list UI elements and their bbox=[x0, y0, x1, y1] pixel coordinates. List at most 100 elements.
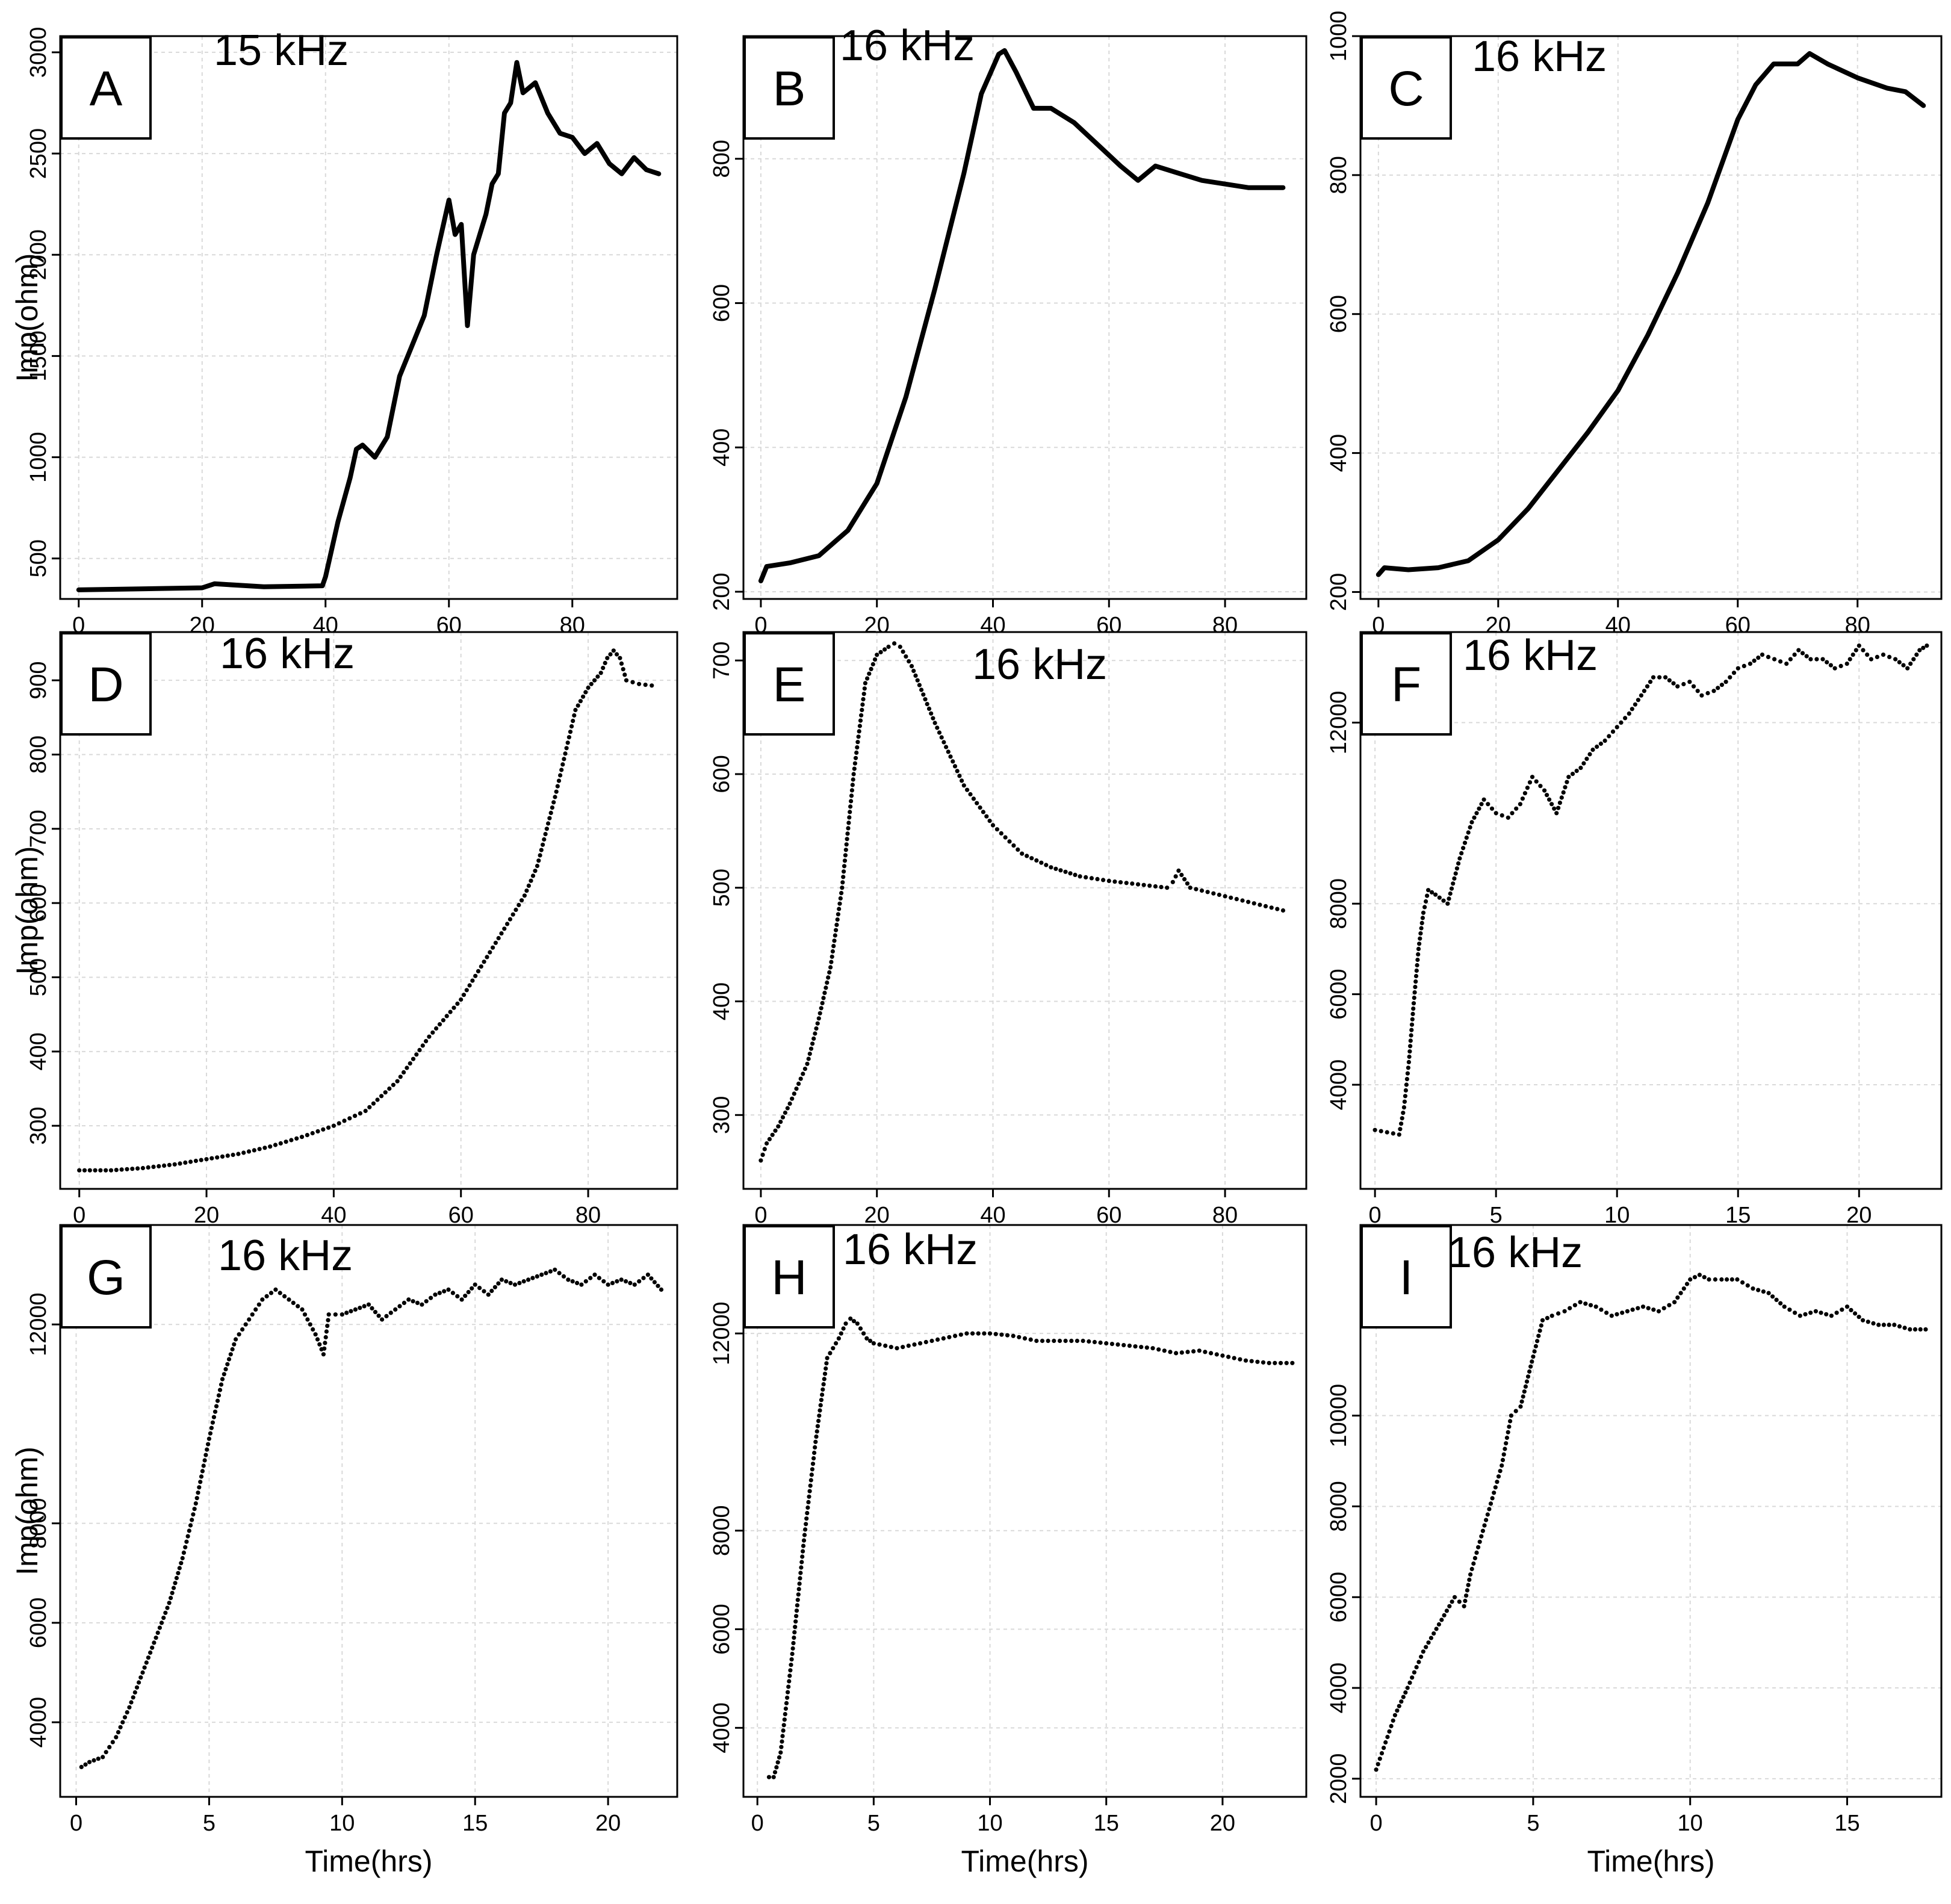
data-point bbox=[363, 1108, 368, 1114]
data-point bbox=[1711, 689, 1716, 693]
data-point bbox=[1793, 1310, 1797, 1315]
y-tick-label: 4000 bbox=[1326, 1663, 1351, 1714]
data-point bbox=[1402, 1099, 1407, 1104]
data-point bbox=[324, 1329, 329, 1334]
data-point bbox=[310, 1130, 315, 1136]
data-point bbox=[1414, 968, 1419, 973]
data-point bbox=[872, 657, 878, 662]
data-point bbox=[1525, 786, 1530, 790]
data-point bbox=[1479, 802, 1484, 807]
data-point bbox=[788, 1668, 793, 1673]
data-point bbox=[1397, 1132, 1401, 1137]
data-point bbox=[236, 1152, 241, 1156]
data-point bbox=[1813, 1309, 1818, 1313]
data-point bbox=[1479, 1534, 1484, 1539]
data-point bbox=[1760, 653, 1765, 657]
data-point bbox=[783, 1706, 788, 1711]
data-point bbox=[840, 885, 845, 890]
data-point bbox=[470, 1286, 474, 1291]
data-point bbox=[781, 1728, 786, 1733]
y-tick-label: 400 bbox=[26, 1032, 51, 1070]
data-point bbox=[517, 1280, 522, 1285]
data-point bbox=[960, 778, 964, 783]
data-point bbox=[794, 1614, 799, 1619]
data-point bbox=[135, 1166, 140, 1171]
data-point bbox=[1420, 916, 1425, 920]
data-point bbox=[1672, 1300, 1677, 1304]
data-point bbox=[209, 1425, 214, 1430]
data-point bbox=[1881, 653, 1886, 657]
data-point bbox=[931, 716, 935, 721]
data-point bbox=[1614, 725, 1619, 730]
data-point bbox=[371, 1101, 376, 1106]
data-point bbox=[1814, 657, 1819, 662]
data-point bbox=[842, 858, 848, 863]
data-point bbox=[502, 926, 507, 931]
data-point bbox=[129, 1700, 134, 1705]
data-point bbox=[541, 842, 545, 847]
data-point bbox=[326, 1125, 331, 1130]
data-point bbox=[795, 1603, 799, 1608]
data-point bbox=[1834, 1310, 1839, 1315]
data-point bbox=[1229, 895, 1233, 900]
data-point bbox=[1493, 811, 1498, 816]
data-point bbox=[1406, 1065, 1410, 1070]
data-point bbox=[1442, 1613, 1447, 1617]
data-point bbox=[1770, 1294, 1775, 1299]
data-point bbox=[892, 641, 897, 646]
data-point bbox=[211, 1415, 216, 1419]
data-point bbox=[1039, 860, 1044, 865]
data-point bbox=[1871, 1321, 1876, 1326]
data-point bbox=[1905, 666, 1910, 671]
data-point bbox=[1109, 1342, 1114, 1347]
data-point bbox=[1284, 1360, 1289, 1365]
data-point bbox=[1751, 1286, 1755, 1291]
data-point bbox=[863, 681, 867, 686]
data-point bbox=[217, 1388, 223, 1392]
data-point bbox=[564, 746, 569, 751]
data-point bbox=[1089, 876, 1094, 881]
data-point bbox=[448, 1009, 453, 1014]
data-point bbox=[1457, 1599, 1462, 1604]
data-point bbox=[779, 1744, 784, 1749]
data-point bbox=[796, 1587, 801, 1592]
data-point bbox=[1542, 788, 1547, 793]
data-point bbox=[870, 662, 875, 667]
data-point bbox=[1489, 806, 1495, 811]
x-tick-label: 5 bbox=[1490, 1203, 1503, 1228]
data-point bbox=[937, 730, 942, 735]
data-point bbox=[770, 1132, 775, 1137]
data-point bbox=[569, 724, 574, 729]
data-point bbox=[861, 692, 866, 696]
data-point bbox=[387, 1086, 392, 1091]
data-point bbox=[466, 1289, 471, 1295]
data-point bbox=[618, 656, 622, 660]
data-point bbox=[865, 676, 870, 681]
data-point bbox=[1824, 1312, 1829, 1316]
data-point bbox=[237, 1332, 241, 1337]
data-point bbox=[1466, 830, 1471, 835]
data-point bbox=[491, 945, 495, 950]
data-point bbox=[1410, 1675, 1415, 1680]
frequency-label: 15 kHz bbox=[214, 26, 349, 75]
frequency-label: 16 kHz bbox=[1448, 1229, 1583, 1277]
data-point bbox=[1397, 1704, 1401, 1708]
data-point bbox=[766, 1775, 772, 1779]
data-point bbox=[208, 1431, 212, 1436]
data-point bbox=[1876, 1323, 1881, 1327]
data-point bbox=[968, 792, 973, 797]
data-point bbox=[539, 848, 544, 852]
panel-label: H bbox=[771, 1250, 807, 1305]
data-point bbox=[810, 1467, 814, 1472]
data-point bbox=[342, 1118, 347, 1123]
data-point bbox=[832, 938, 837, 943]
plot-frame bbox=[1359, 631, 1943, 1190]
data-point bbox=[384, 1313, 389, 1318]
data-point bbox=[981, 810, 985, 814]
data-point bbox=[157, 1164, 161, 1168]
data-point bbox=[1057, 1338, 1062, 1344]
data-point bbox=[240, 1327, 245, 1332]
data-point bbox=[824, 1366, 828, 1371]
data-point bbox=[383, 1090, 388, 1095]
data-point bbox=[579, 1282, 584, 1287]
